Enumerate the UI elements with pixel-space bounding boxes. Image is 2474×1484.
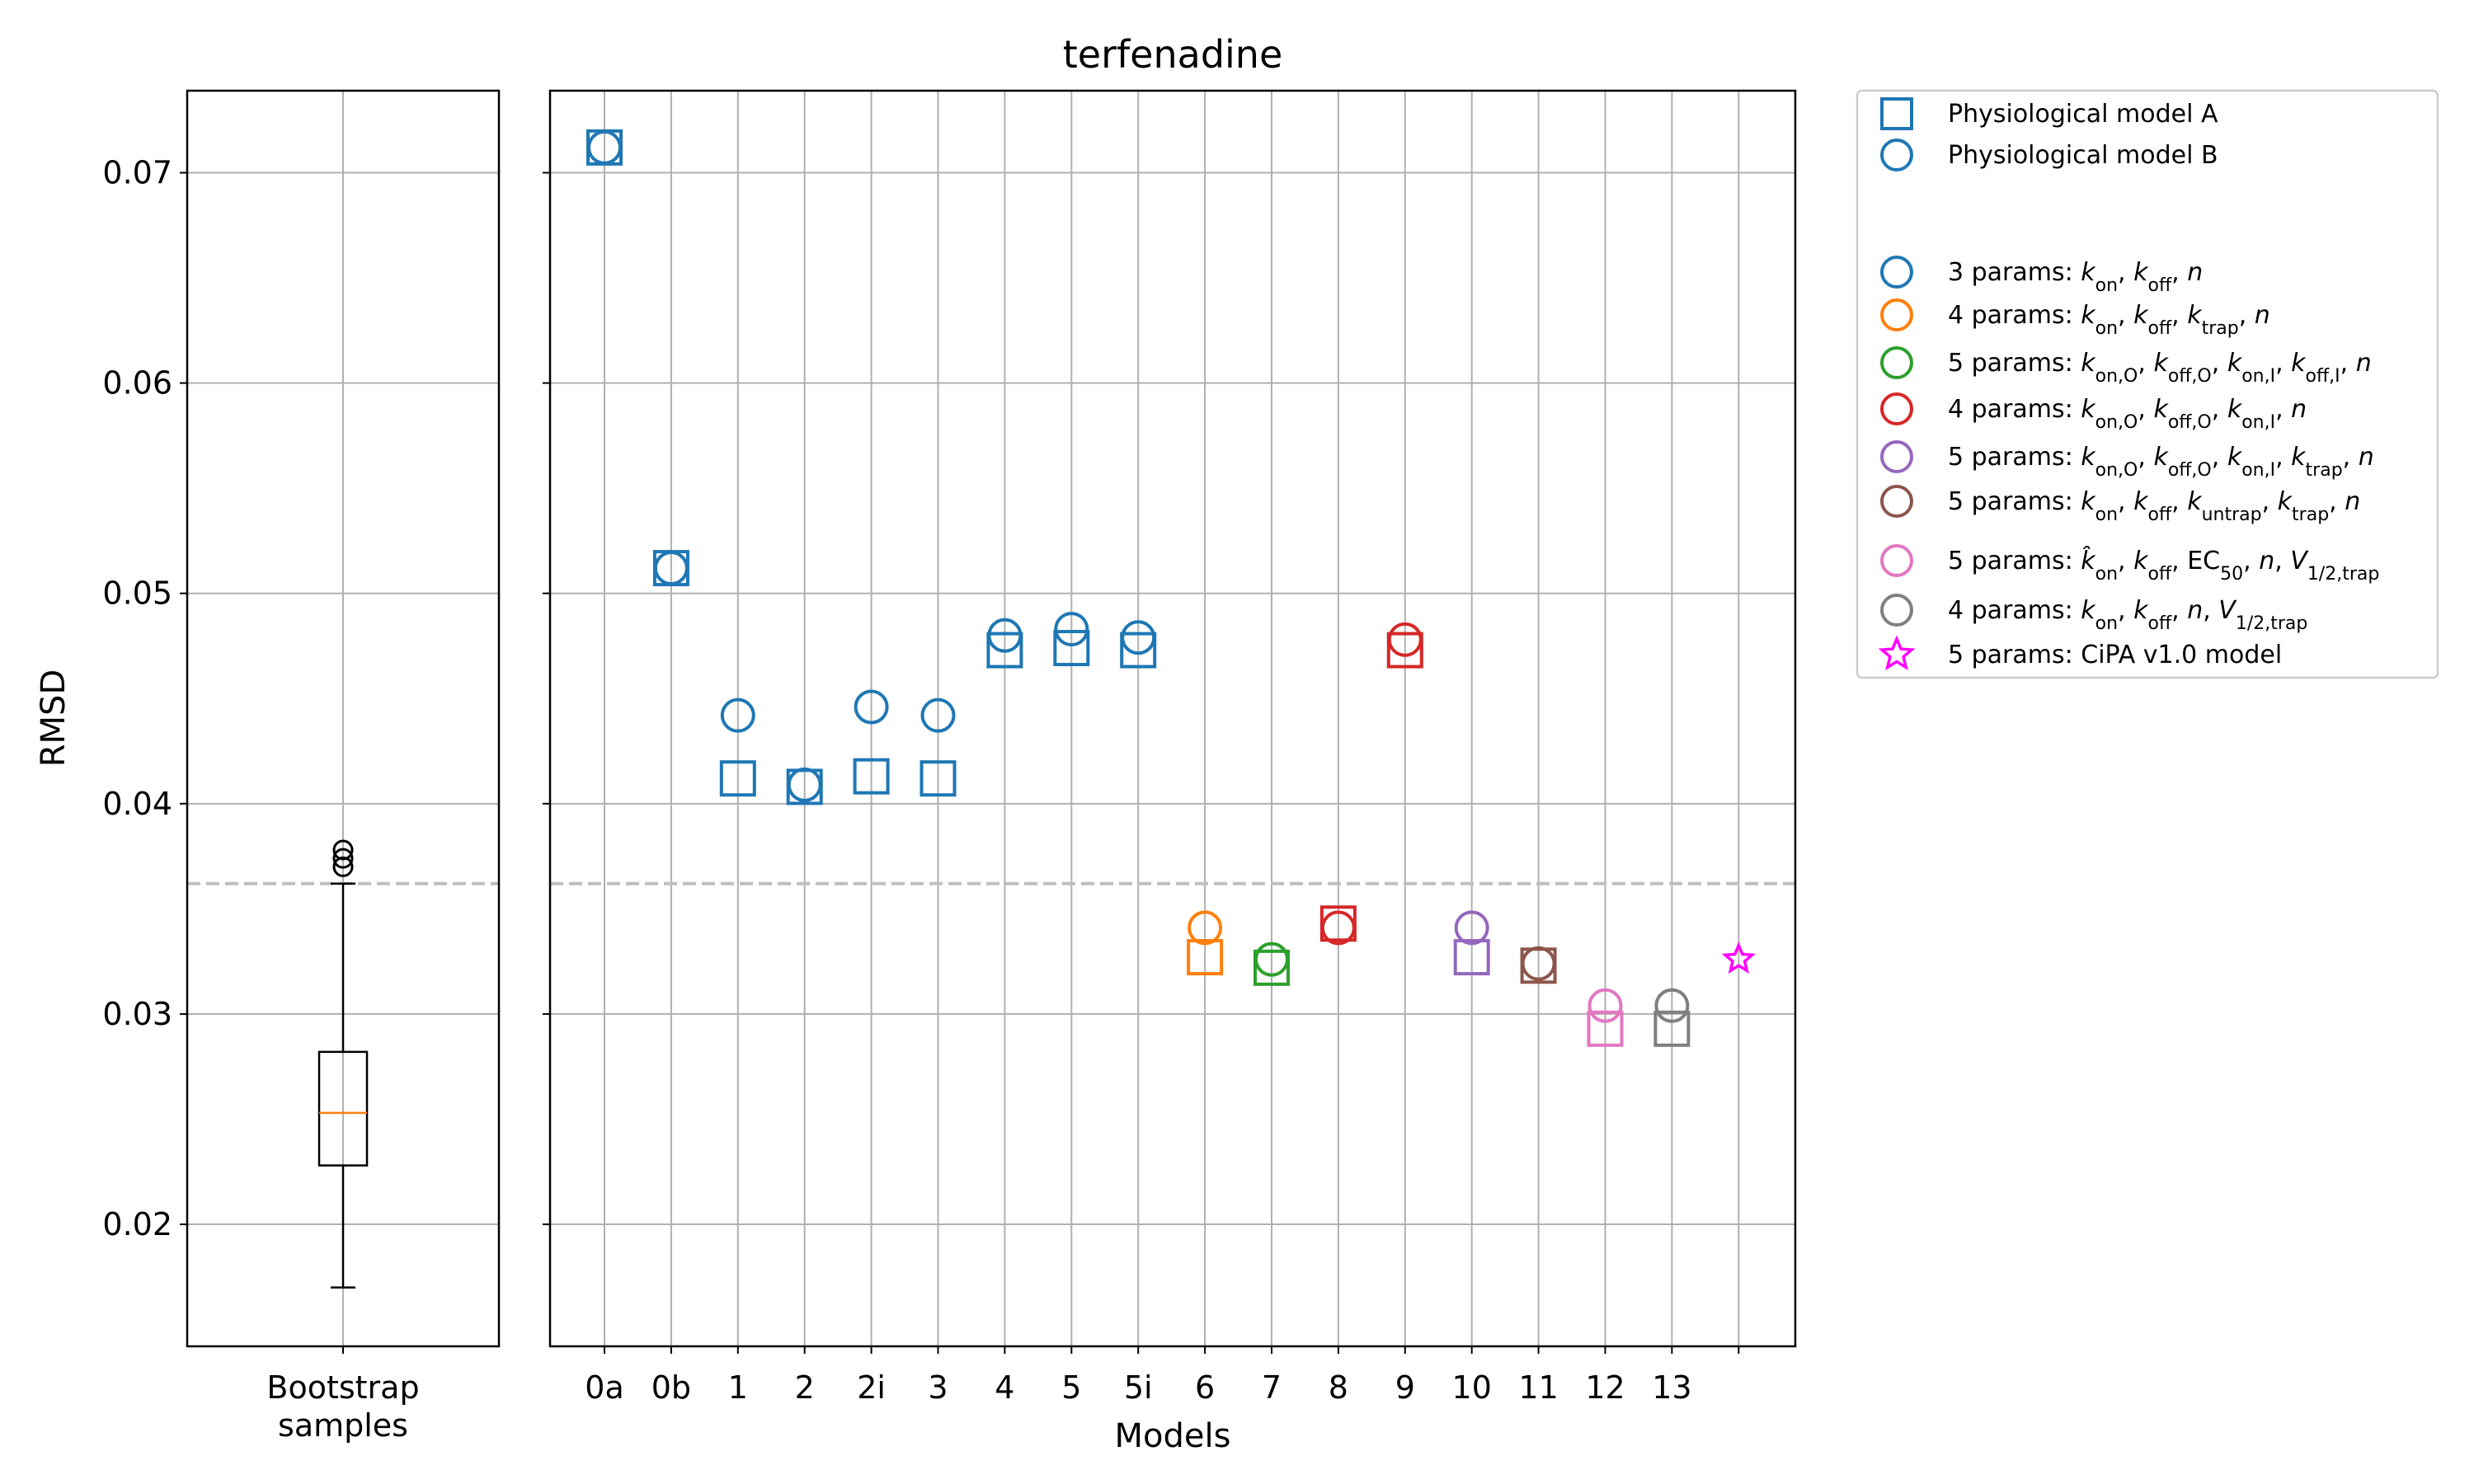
- models-x-tick-label: 10: [1452, 1369, 1492, 1406]
- models-x-tick-label: 9: [1395, 1369, 1415, 1406]
- bootstrap-x-label-line: Bootstrap: [266, 1369, 419, 1406]
- models-x-tick-label: 12: [1585, 1369, 1625, 1406]
- models-x-tick-label: 6: [1195, 1369, 1215, 1406]
- legend-entry-label: Physiological model A: [1948, 100, 2218, 129]
- model-a-marker: [1187, 939, 1224, 976]
- legend-circle-marker: [1880, 485, 1913, 518]
- model-a-marker: [1453, 939, 1490, 976]
- model-b-marker: [787, 767, 822, 802]
- bootstrap-x-label: Bootstrap samples: [266, 1369, 419, 1444]
- bootstrap-y-ticks: 0.02 0.03 0.04 0.05 0.06 0.07: [102, 154, 187, 1242]
- model-b-marker: [1387, 622, 1423, 657]
- legend-circle-marker: [1880, 544, 1913, 577]
- model-b-marker: [1254, 942, 1289, 977]
- model-a-marker: [1653, 1010, 1691, 1047]
- models-x-label: Models: [1115, 1417, 1231, 1455]
- model-b-marker: [587, 129, 622, 165]
- models-y-ticks: [543, 171, 550, 1226]
- model-a-marker: [1053, 630, 1090, 667]
- model-a-marker: [1120, 632, 1157, 669]
- models-markers: [586, 129, 1756, 1047]
- legend-star-marker: [1878, 635, 1916, 671]
- bootstrap-boxplot: [317, 839, 369, 1289]
- model-a-marker: [1253, 949, 1290, 986]
- model-b-marker: [1188, 910, 1223, 946]
- legend-circle-marker: [1880, 256, 1913, 289]
- y-tick-label: 0.02: [102, 1206, 172, 1242]
- legend-entry-label: Physiological model B: [1948, 141, 2218, 170]
- models-x-tick-label: 2i: [857, 1369, 886, 1406]
- y-tick-label: 0.06: [102, 365, 172, 402]
- legend-circle-marker: [1880, 298, 1913, 331]
- bootstrap-grid: [187, 91, 499, 1346]
- y-axis-label: RMSD: [35, 669, 73, 768]
- legend-frame: [1856, 89, 2439, 679]
- model-a-marker: [853, 758, 890, 795]
- model-b-marker: [854, 689, 889, 725]
- models-x-tick-label: 0a: [585, 1369, 623, 1406]
- y-tick-label: 0.03: [102, 996, 172, 1032]
- models-x-tick-label: 1: [728, 1369, 748, 1406]
- legend-circle-marker: [1880, 139, 1913, 171]
- models-x-tick-label: 13: [1652, 1369, 1691, 1406]
- models-panel: 0a 0b 1 2 2i 3 4 5 5i 6 7 8 9 10 11 12 13 terfenadine Mo…: [543, 32, 1797, 1455]
- bootstrap-panel: 0.02 0.03 0.04 0.05 0.06 0.07 RMSD Bootstrap s…: [35, 89, 501, 1444]
- legend-square-marker: [1880, 97, 1913, 130]
- model-b-marker: [1521, 946, 1556, 981]
- model-b-marker: [1454, 910, 1489, 946]
- y-tick-label: 0.05: [102, 575, 172, 612]
- models-x-tick-label: 8: [1329, 1369, 1348, 1406]
- legend-circle-marker: [1880, 594, 1913, 627]
- model-a-marker: [1587, 1010, 1624, 1047]
- model-a-marker: [986, 632, 1023, 669]
- chart-title: terfenadine: [1063, 32, 1283, 77]
- models-x-tick-label: 5i: [1124, 1369, 1153, 1406]
- y-tick-label: 0.07: [102, 154, 172, 190]
- models-x-tick-label: 5: [1061, 1369, 1081, 1406]
- models-x-tick-label: 3: [928, 1369, 948, 1406]
- model-b-marker: [920, 697, 956, 733]
- model-a-marker: [1386, 632, 1423, 669]
- model-b-marker: [987, 618, 1023, 653]
- model-a-marker: [920, 760, 957, 797]
- model-b-marker: [1320, 910, 1356, 946]
- model-b-marker: [1587, 988, 1623, 1023]
- models-x-tick-label: 4: [995, 1369, 1014, 1406]
- models-x-tick-label: 7: [1262, 1369, 1282, 1406]
- legend-circle-marker: [1880, 346, 1913, 379]
- legend-circle-marker: [1880, 440, 1913, 473]
- cipa-v1-marker: [1721, 942, 1756, 974]
- models-x-tick-label: 2: [795, 1369, 815, 1406]
- models-x-tick-label: 11: [1518, 1369, 1558, 1406]
- models-axes-frame: [548, 89, 1797, 1348]
- model-b-marker: [653, 551, 689, 586]
- model-a-marker: [719, 760, 756, 797]
- models-x-ticks: 0a 0b 1 2 2i 3 4 5 5i 6 7 8 9 10 11 12 13: [585, 1346, 1740, 1406]
- y-tick-label: 0.04: [102, 786, 172, 822]
- models-grid: [550, 91, 1795, 1346]
- outlier-point: [332, 839, 354, 861]
- legend-circle-marker: [1880, 392, 1913, 425]
- outlier-point: [332, 856, 354, 877]
- legend: Physiological model A Physiological model…: [1856, 89, 2439, 679]
- model-b-marker: [1654, 988, 1690, 1023]
- legend-entry-label: 5 params: CiPA v1.0 model: [1948, 641, 2282, 669]
- model-b-marker: [1121, 620, 1156, 655]
- model-b-marker: [720, 697, 755, 733]
- bootstrap-x-label-line: samples: [278, 1407, 408, 1444]
- outlier-point: [332, 848, 354, 869]
- models-x-tick-label: 0b: [651, 1369, 691, 1406]
- model-b-marker: [1054, 612, 1089, 647]
- iqr-box: [317, 1050, 369, 1167]
